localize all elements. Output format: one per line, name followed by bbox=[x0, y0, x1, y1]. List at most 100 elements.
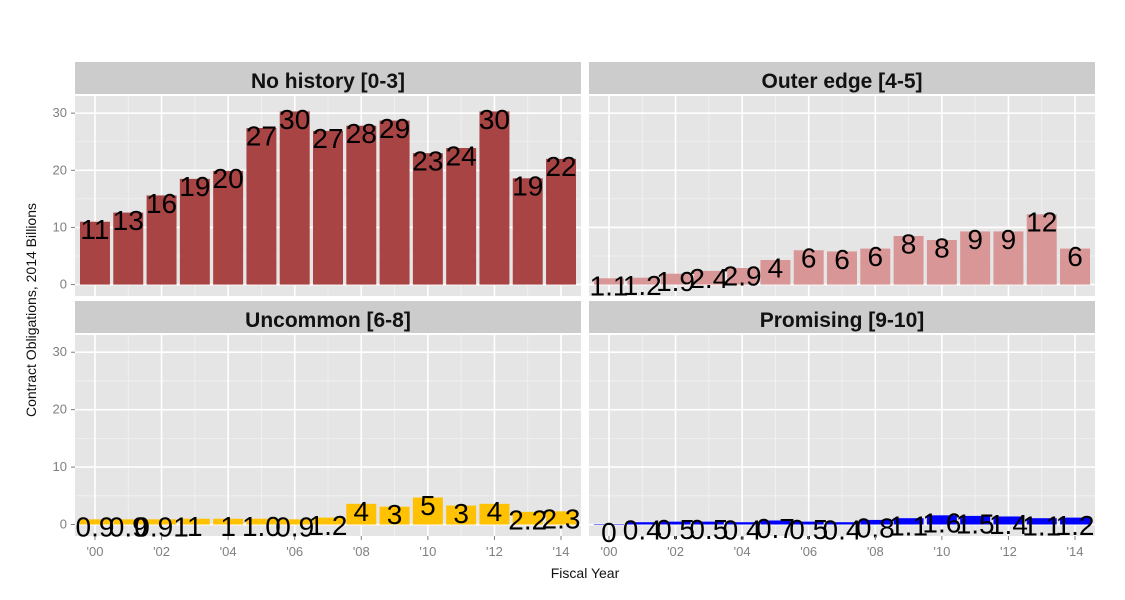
bar bbox=[546, 158, 577, 285]
bar bbox=[512, 511, 543, 525]
bar bbox=[993, 516, 1024, 525]
bar bbox=[593, 524, 624, 526]
bar bbox=[446, 505, 477, 525]
bar bbox=[860, 519, 891, 525]
data-label: 9 bbox=[1001, 224, 1017, 255]
data-label: 3 bbox=[387, 499, 403, 530]
data-label: 6 bbox=[1067, 241, 1083, 272]
data-label: 1.2 bbox=[309, 510, 348, 541]
bar bbox=[960, 515, 991, 525]
panel-title: No history [0-3] bbox=[251, 70, 405, 93]
panel-strip bbox=[75, 301, 581, 333]
bar bbox=[926, 515, 957, 525]
data-label: 19 bbox=[179, 171, 210, 202]
x-tick-label: '04 bbox=[220, 544, 237, 559]
bar bbox=[213, 170, 244, 285]
data-label: 30 bbox=[279, 104, 310, 135]
bar bbox=[893, 236, 924, 285]
x-tick-label: '02 bbox=[667, 544, 684, 559]
bar bbox=[412, 153, 443, 285]
bar bbox=[627, 522, 658, 525]
bar bbox=[693, 521, 724, 525]
data-label: 1.6 bbox=[922, 508, 961, 539]
x-tick-label: '10 bbox=[419, 544, 436, 559]
bar bbox=[246, 518, 277, 525]
y-tick-label: 30 bbox=[53, 344, 67, 359]
bar bbox=[627, 277, 658, 285]
data-label: 3 bbox=[453, 498, 469, 529]
data-label: 16 bbox=[146, 188, 177, 219]
x-tick-label: '08 bbox=[867, 544, 884, 559]
data-label: 27 bbox=[312, 123, 343, 154]
bar bbox=[246, 128, 277, 285]
data-label: 8 bbox=[934, 232, 950, 263]
panel-title: Uncommon [6-8] bbox=[245, 309, 411, 332]
data-label: 2.2 bbox=[508, 504, 547, 535]
data-label: 0.4 bbox=[623, 515, 662, 546]
y-tick-label: 10 bbox=[53, 459, 67, 474]
bar bbox=[660, 273, 691, 285]
x-tick-label: '02 bbox=[153, 544, 170, 559]
x-tick-label: '14 bbox=[1067, 544, 1084, 559]
x-axis-title: Fiscal Year bbox=[551, 565, 620, 581]
data-label: 22 bbox=[545, 151, 576, 182]
panel-title: Outer edge [4-5] bbox=[761, 70, 922, 93]
data-label: 29 bbox=[379, 113, 410, 144]
data-label: 13 bbox=[113, 205, 144, 236]
data-label: 1.0 bbox=[242, 511, 281, 542]
data-label: 24 bbox=[446, 140, 477, 171]
data-label: 4 bbox=[768, 252, 784, 283]
bar bbox=[1026, 518, 1057, 525]
data-label: 1.4 bbox=[989, 509, 1028, 540]
bar bbox=[827, 251, 857, 285]
data-label: 1 bbox=[220, 511, 236, 542]
data-label: 6 bbox=[834, 244, 850, 275]
bar bbox=[279, 111, 310, 285]
bar bbox=[146, 519, 177, 525]
data-label: 20 bbox=[213, 163, 244, 194]
bar bbox=[793, 250, 824, 285]
bar bbox=[113, 519, 144, 525]
data-label: 1.1 bbox=[1022, 511, 1061, 542]
y-tick-label: 10 bbox=[53, 219, 67, 234]
x-tick-label: '00 bbox=[600, 544, 617, 559]
data-label: 0 bbox=[601, 517, 617, 548]
bar bbox=[1060, 517, 1091, 525]
bar bbox=[660, 521, 691, 525]
x-tick-label: '00 bbox=[86, 544, 103, 559]
y-tick-label: 30 bbox=[53, 105, 67, 120]
x-tick-label: '06 bbox=[286, 544, 303, 559]
data-label: 4 bbox=[354, 496, 370, 527]
bar bbox=[279, 519, 310, 525]
bar bbox=[446, 148, 477, 285]
bar bbox=[213, 518, 244, 525]
data-label: 5 bbox=[420, 490, 436, 521]
data-label: 1.1 bbox=[889, 511, 928, 542]
x-tick-label: '04 bbox=[734, 544, 751, 559]
bar bbox=[412, 497, 443, 525]
y-tick-label: 20 bbox=[53, 402, 67, 417]
panel-4: Promising [9-10]0 0.40.50.50.40.70.50.40.… bbox=[589, 301, 1095, 559]
bar bbox=[693, 270, 724, 285]
data-label: 1.2 bbox=[623, 270, 662, 301]
bar bbox=[479, 111, 510, 285]
x-tick-label: '08 bbox=[353, 544, 370, 559]
panel-strip bbox=[589, 301, 1095, 333]
bar bbox=[512, 178, 543, 285]
panel-strip bbox=[589, 62, 1095, 94]
data-label: 19 bbox=[512, 171, 543, 202]
x-tick-label: '06 bbox=[800, 544, 817, 559]
bar bbox=[893, 518, 924, 525]
data-label: 2.9 bbox=[723, 260, 762, 291]
bar bbox=[727, 268, 758, 285]
bar bbox=[79, 221, 110, 285]
data-label: 27 bbox=[246, 120, 277, 151]
panel-title: Promising [9-10] bbox=[760, 309, 925, 332]
bar bbox=[860, 248, 891, 285]
data-label: 1.9 bbox=[656, 266, 695, 297]
data-label: 28 bbox=[346, 118, 377, 149]
bar bbox=[827, 522, 857, 525]
data-label: 30 bbox=[479, 104, 510, 135]
